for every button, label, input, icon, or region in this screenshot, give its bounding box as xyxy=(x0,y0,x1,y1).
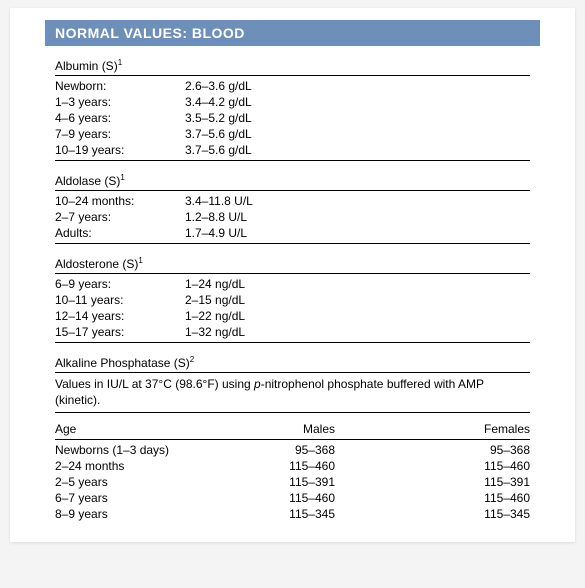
albumin-title: Albumin (S) xyxy=(55,59,118,73)
col-males: Males xyxy=(235,421,365,437)
header-bar: NORMAL VALUES: BLOOD xyxy=(45,20,540,46)
table-row: 2–5 years115–391115–391 xyxy=(55,474,530,490)
col-age: Age xyxy=(55,421,235,437)
rule xyxy=(55,412,530,413)
table-row: 1–3 years:3.4–4.2 g/dL xyxy=(55,94,530,110)
aldolase-table: 10–24 months:3.4–11.8 U/L 2–7 years:1.2–… xyxy=(55,193,530,241)
rule xyxy=(55,243,530,244)
table-row: 6–7 years115–460115–460 xyxy=(55,490,530,506)
alkphos-sup: 2 xyxy=(190,355,194,364)
aldosterone-title: Aldosterone (S) xyxy=(55,257,138,271)
rule xyxy=(55,160,530,161)
table-row: Adults:1.7–4.9 U/L xyxy=(55,225,530,241)
table-row: 8–9 years115–345115–345 xyxy=(55,506,530,522)
alkphos-table: Age Males Females xyxy=(55,421,530,437)
col-females: Females xyxy=(365,421,530,437)
table-row: 15–17 years:1–32 ng/dL xyxy=(55,324,530,340)
table-row: 4–6 years:3.5–5.2 g/dL xyxy=(55,110,530,126)
aldosterone-sup: 1 xyxy=(138,256,142,265)
table-row: 2–7 years:1.2–8.8 U/L xyxy=(55,209,530,225)
page: NORMAL VALUES: BLOOD Albumin (S)1 Newbor… xyxy=(10,8,575,542)
alkphos-table-body: Newborns (1–3 days)95–36895–368 2–24 mon… xyxy=(55,442,530,522)
table-row: 12–14 years:1–22 ng/dL xyxy=(55,308,530,324)
section-title-aldosterone: Aldosterone (S)1 xyxy=(55,256,530,271)
table-header-row: Age Males Females xyxy=(55,421,530,437)
albumin-table: Newborn:2.6–3.6 g/dL 1–3 years:3.4–4.2 g… xyxy=(55,78,530,158)
alkphos-note: Values in IU/L at 37°C (98.6°F) using p-… xyxy=(55,377,530,408)
table-row: 2–24 months115–460115–460 xyxy=(55,458,530,474)
aldolase-sup: 1 xyxy=(120,173,124,182)
rule xyxy=(55,190,530,191)
rule xyxy=(55,439,530,440)
alkphos-title: Alkaline Phosphatase (S) xyxy=(55,356,190,370)
albumin-sup: 1 xyxy=(118,58,122,67)
rule xyxy=(55,372,530,373)
aldosterone-table: 6–9 years:1–24 ng/dL 10–11 years:2–15 ng… xyxy=(55,276,530,340)
rule xyxy=(55,273,530,274)
table-row: 10–24 months:3.4–11.8 U/L xyxy=(55,193,530,209)
table-row: 6–9 years:1–24 ng/dL xyxy=(55,276,530,292)
table-row: Newborns (1–3 days)95–36895–368 xyxy=(55,442,530,458)
section-title-aldolase: Aldolase (S)1 xyxy=(55,173,530,188)
section-title-alkphos: Alkaline Phosphatase (S)2 xyxy=(55,355,530,370)
table-row: 10–19 years:3.7–5.6 g/dL xyxy=(55,142,530,158)
rule xyxy=(55,75,530,76)
table-row: 7–9 years:3.7–5.6 g/dL xyxy=(55,126,530,142)
section-title-albumin: Albumin (S)1 xyxy=(55,58,530,73)
table-row: 10–11 years:2–15 ng/dL xyxy=(55,292,530,308)
table-row: Newborn:2.6–3.6 g/dL xyxy=(55,78,530,94)
rule xyxy=(55,342,530,343)
aldolase-title: Aldolase (S) xyxy=(55,174,120,188)
